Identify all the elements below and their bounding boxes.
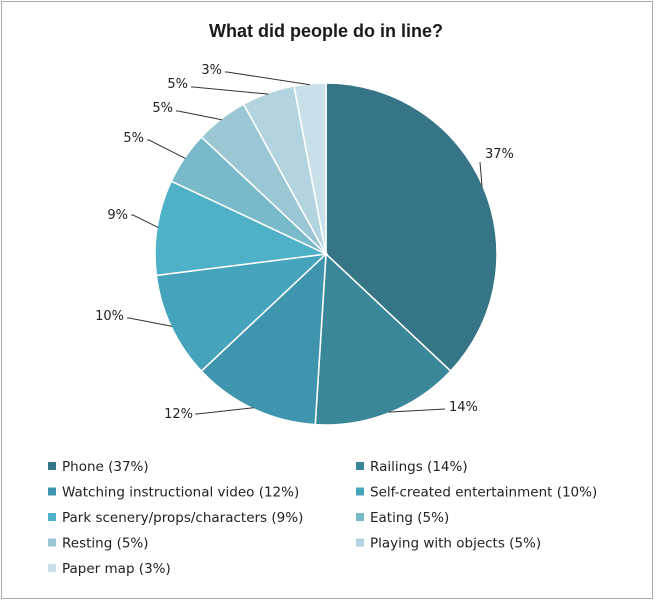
chart-title: What did people do in line?: [209, 21, 443, 41]
pie-slice-3: [200, 252, 327, 426]
pie-slice-9: [293, 82, 327, 255]
data-labels: 37% 14% 12% 10% 9% 5% 5% 5% 3%: [95, 63, 514, 422]
legend-label-2: Railings (14%): [370, 459, 468, 475]
legend-swatch-4: [356, 487, 364, 496]
leader-line-3: [195, 407, 254, 415]
data-label-3: 12%: [164, 407, 193, 422]
legend-label-8: Playing with objects (5%): [370, 536, 541, 552]
legend-swatch-9: [48, 564, 56, 572]
leader-line-6: [147, 139, 186, 159]
data-label-1: 37%: [485, 147, 514, 162]
legend-label-1: Phone (37%): [62, 459, 149, 475]
legend-swatch-3: [48, 487, 56, 496]
leader-line-1: [479, 161, 483, 187]
leader-line-8: [191, 86, 269, 95]
leader-lines: [127, 71, 483, 415]
data-label-4: 10%: [95, 309, 124, 324]
pie-slices: [154, 82, 498, 426]
legend-swatch-7: [48, 538, 56, 547]
legend-swatch-5: [48, 513, 56, 521]
legend-label-9: Paper map (3%): [62, 561, 171, 577]
data-label-8: 5%: [167, 77, 188, 92]
leader-line-7: [176, 110, 222, 121]
leader-line-9: [225, 71, 311, 86]
legend-swatch-1: [48, 462, 56, 470]
legend-swatch-8: [356, 538, 364, 547]
legend-swatch-6: [356, 513, 364, 521]
data-label-7: 5%: [152, 101, 173, 116]
legend-label-5: Park scenery/props/characters (9%): [62, 510, 303, 526]
legend: Phone (37%) Railings (14%) Watching instru…: [48, 459, 597, 577]
leader-line-4: [127, 317, 173, 327]
legend-label-4: Self-created entertainment (10%): [370, 485, 597, 501]
pie-slice-1: [325, 82, 498, 373]
legend-label-6: Eating (5%): [370, 510, 449, 526]
pie-slice-4: [155, 252, 329, 373]
legend-swatch-2: [356, 462, 364, 470]
data-label-9: 3%: [201, 63, 222, 78]
data-label-6: 5%: [123, 131, 144, 146]
data-label-5: 9%: [107, 208, 128, 223]
data-label-2: 14%: [449, 400, 478, 415]
leader-line-5: [131, 214, 159, 228]
pie-slice-2: [314, 252, 452, 426]
legend-label-7: Resting (5%): [62, 536, 149, 552]
leader-line-2: [388, 408, 446, 413]
legend-label-3: Watching instructional video (12%): [62, 485, 299, 501]
